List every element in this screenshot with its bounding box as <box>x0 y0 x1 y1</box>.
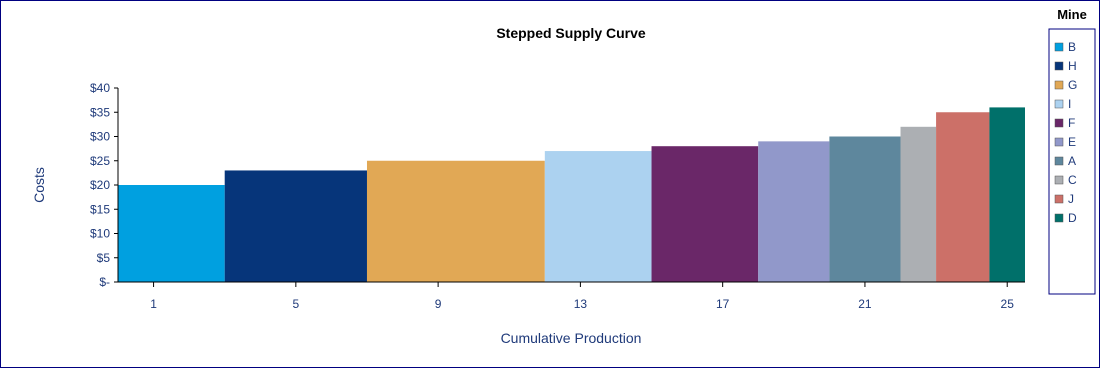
bar-mine-e <box>758 141 830 282</box>
legend-label-i: I <box>1068 97 1071 111</box>
legend-label-g: G <box>1068 78 1077 92</box>
y-tick-label: $25 <box>90 154 110 168</box>
legend-swatch-b <box>1054 42 1064 52</box>
bar-mine-a <box>829 136 901 282</box>
y-tick-label: $30 <box>90 130 110 144</box>
legend-label-j: J <box>1068 192 1074 206</box>
bar-mine-c <box>900 126 937 282</box>
x-tick-label: 17 <box>716 297 730 311</box>
bar-mine-f <box>651 146 759 282</box>
x-tick-label: 13 <box>574 297 588 311</box>
y-axis-label: Costs <box>31 167 47 203</box>
y-tick-label: $5 <box>97 251 111 265</box>
chart-title: Stepped Supply Curve <box>496 25 646 41</box>
bar-mine-g <box>366 160 545 282</box>
legend-label-c: C <box>1068 173 1077 187</box>
x-tick-label: 1 <box>150 297 157 311</box>
legend-label-e: E <box>1068 135 1076 149</box>
legend-label-d: D <box>1068 211 1077 225</box>
y-tick-label: $35 <box>90 105 110 119</box>
legend-label-b: B <box>1068 40 1076 54</box>
legend-swatch-d <box>1054 213 1064 223</box>
bar-mine-i <box>544 151 652 282</box>
x-tick-label: 21 <box>858 297 872 311</box>
legend-label-a: A <box>1068 154 1076 168</box>
legend-swatch-a <box>1054 156 1064 166</box>
y-tick-label: $40 <box>90 81 110 95</box>
legend-label-f: F <box>1068 116 1075 130</box>
legend-swatch-j <box>1054 194 1064 204</box>
x-axis-label: Cumulative Production <box>501 330 642 346</box>
x-tick-label: 5 <box>292 297 299 311</box>
y-tick-label: $- <box>99 275 110 289</box>
bar-mine-b <box>118 185 225 282</box>
y-tick-label: $10 <box>90 227 110 241</box>
legend-label-h: H <box>1068 59 1077 73</box>
x-tick-label: 25 <box>1001 297 1015 311</box>
legend-swatch-i <box>1054 99 1064 109</box>
bars-group <box>118 107 1025 283</box>
y-tick-label: $15 <box>90 202 110 216</box>
legend-swatch-h <box>1054 61 1064 71</box>
bar-mine-d <box>989 107 1025 283</box>
legend-swatch-c <box>1054 175 1064 185</box>
legend-swatch-f <box>1054 118 1064 128</box>
ticks-group: $- $5 $10 $15 $20 $25 $30 $35 $40 1 5 9 13 17 21 25 <box>90 81 1014 311</box>
legend-title: Mine <box>1057 7 1087 22</box>
legend-swatch-e <box>1054 137 1064 147</box>
x-tick-label: 9 <box>435 297 442 311</box>
legend-swatch-g <box>1054 80 1064 90</box>
y-tick-label: $20 <box>90 178 110 192</box>
bar-mine-h <box>224 170 367 282</box>
bar-mine-j <box>936 112 990 282</box>
